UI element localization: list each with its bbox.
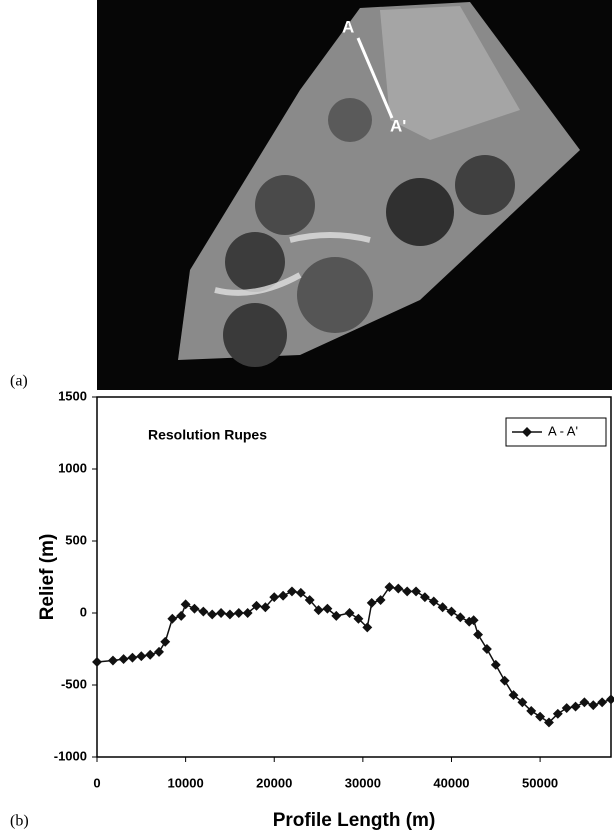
data-point [393,584,403,594]
data-point [167,614,177,624]
data-point [376,595,386,605]
legend-label: A - A' [548,423,578,438]
data-point [207,609,217,619]
data-point [181,599,191,609]
data-point [145,650,155,660]
data-point [154,647,164,657]
data-point [473,630,483,640]
y-axis-title: Relief (m) [37,534,58,621]
x-tick-label: 40000 [433,775,469,790]
y-tick-label: 1000 [58,460,87,475]
data-point [447,607,457,617]
point-label: A [342,17,354,36]
data-point [455,612,465,622]
point-label: A' [390,116,406,135]
data-point [571,702,581,712]
data-point [402,586,412,596]
y-tick-label: -1000 [54,748,87,763]
data-point [108,656,118,666]
data-point [535,712,545,722]
data-point [411,586,421,596]
data-point [562,703,572,713]
data-point [367,598,377,608]
data-point [160,637,170,647]
data-point [606,694,614,704]
data-point [136,651,146,661]
data-point [92,657,102,667]
y-tick-label: 1500 [58,388,87,403]
x-tick-label: 0 [93,775,100,790]
data-point [500,676,510,686]
x-tick-label: 20000 [256,775,292,790]
x-axis-title: Profile Length (m) [273,810,436,831]
figure: A A' (a) (b) -1000 -500 0 500 1000 1500 0 10000… [0,0,614,834]
data-point [234,608,244,618]
y-tick-label: 500 [65,532,87,547]
data-point [278,591,288,601]
chart: -1000 -500 0 500 1000 1500 0 10000 20000 30000 400… [37,388,614,831]
data-point [597,697,607,707]
x-tick-label: 30000 [345,775,381,790]
map-image: A A' [97,0,612,390]
data-point [482,644,492,654]
data-line [97,587,611,722]
plot-frame [97,397,611,757]
data-point [225,609,235,619]
data-point [588,700,598,710]
x-tick-label: 10000 [168,775,204,790]
data-point [119,654,129,664]
data-point [216,608,226,618]
data-point [287,586,297,596]
data-point [190,604,200,614]
data-point [384,582,394,592]
panel-label: (b) [10,813,29,830]
data-point [420,592,430,602]
data-point [176,611,186,621]
data-point [429,597,439,607]
data-point [438,602,448,612]
data-point [579,697,589,707]
data-point [198,607,208,617]
x-tick-label: 50000 [522,775,558,790]
y-tick-label: 0 [80,604,87,619]
y-tick-label: -500 [61,676,87,691]
data-point [127,653,137,663]
annotation: Resolution Rupes [148,427,267,443]
panel-label: (a) [10,373,28,390]
data-point [345,608,355,618]
data-point [491,660,501,670]
